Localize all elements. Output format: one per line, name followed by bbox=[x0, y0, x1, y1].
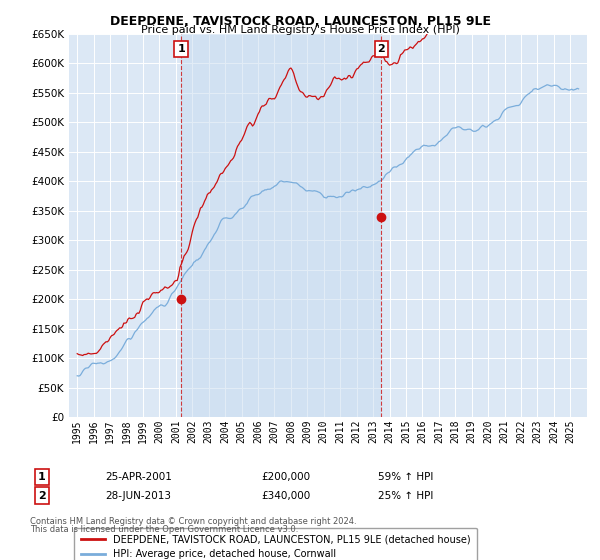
Bar bbox=[181, 34, 382, 417]
Text: 1: 1 bbox=[38, 472, 46, 482]
Text: DEEPDENE, TAVISTOCK ROAD, LAUNCESTON, PL15 9LE: DEEPDENE, TAVISTOCK ROAD, LAUNCESTON, PL… bbox=[110, 15, 491, 27]
Text: 2: 2 bbox=[377, 44, 385, 54]
Text: 28-JUN-2013: 28-JUN-2013 bbox=[105, 491, 171, 501]
Text: 25-APR-2001: 25-APR-2001 bbox=[105, 472, 172, 482]
Text: 59% ↑ HPI: 59% ↑ HPI bbox=[378, 472, 433, 482]
Text: £200,000: £200,000 bbox=[261, 472, 310, 482]
Text: 1: 1 bbox=[177, 44, 185, 54]
Text: 2: 2 bbox=[38, 491, 46, 501]
Text: This data is licensed under the Open Government Licence v3.0.: This data is licensed under the Open Gov… bbox=[30, 525, 298, 534]
Text: 25% ↑ HPI: 25% ↑ HPI bbox=[378, 491, 433, 501]
Text: £340,000: £340,000 bbox=[261, 491, 310, 501]
Text: Contains HM Land Registry data © Crown copyright and database right 2024.: Contains HM Land Registry data © Crown c… bbox=[30, 517, 356, 526]
Text: Price paid vs. HM Land Registry's House Price Index (HPI): Price paid vs. HM Land Registry's House … bbox=[140, 25, 460, 35]
Legend: DEEPDENE, TAVISTOCK ROAD, LAUNCESTON, PL15 9LE (detached house), HPI: Average pr: DEEPDENE, TAVISTOCK ROAD, LAUNCESTON, PL… bbox=[74, 528, 477, 560]
Bar bbox=[181, 34, 382, 417]
